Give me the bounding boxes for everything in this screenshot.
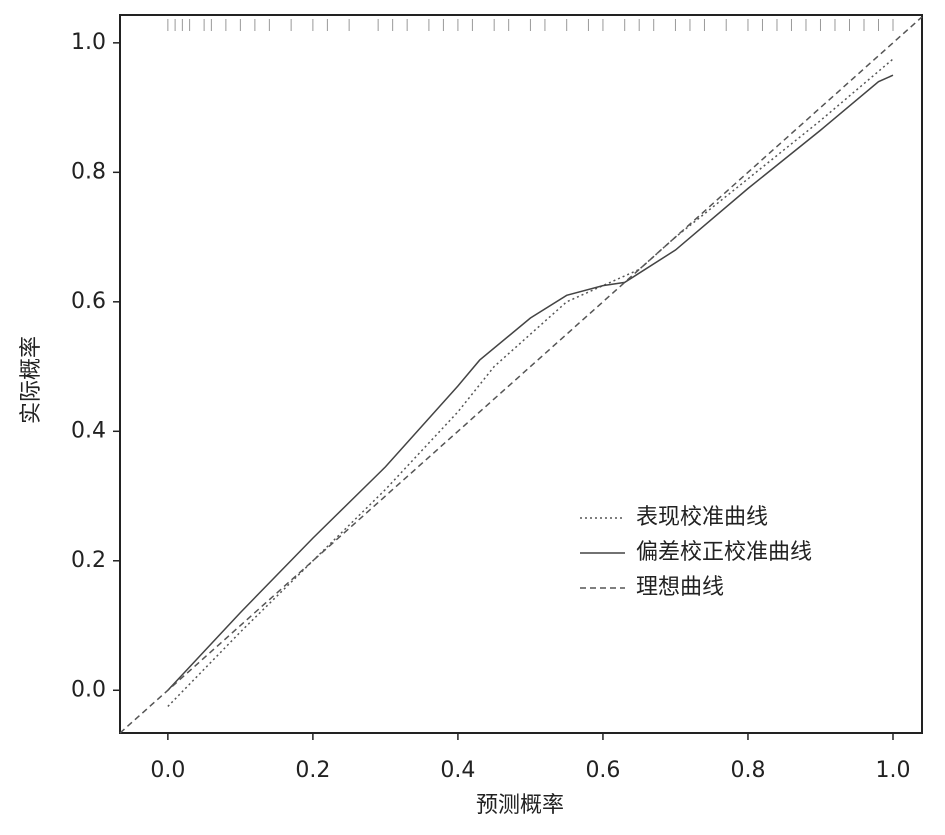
legend-label: 偏差校正校准曲线	[636, 540, 812, 565]
x-tick-label: 0.0	[150, 758, 185, 783]
y-axis-label: 实际概率	[19, 336, 44, 424]
x-tick-label: 1.0	[875, 758, 910, 783]
series-line	[119, 16, 923, 734]
y-tick-label: 0.0	[71, 677, 106, 702]
series-line	[167, 74, 894, 691]
x-tick-label: 0.2	[295, 758, 330, 783]
series-line	[167, 58, 894, 707]
plot-frame	[119, 14, 923, 734]
y-tick-label: 0.8	[71, 159, 106, 184]
x-tick-label: 0.8	[730, 758, 765, 783]
x-axis-label: 预测概率	[476, 793, 564, 818]
y-tick-label: 0.2	[71, 548, 106, 573]
y-tick-label: 0.6	[71, 289, 106, 314]
legend-label: 表现校准曲线	[636, 505, 768, 530]
x-tick-label: 0.6	[585, 758, 620, 783]
y-tick-label: 0.4	[71, 418, 106, 443]
x-tick-label: 0.4	[440, 758, 475, 783]
legend-label: 理想曲线	[636, 575, 724, 600]
y-tick-label: 1.0	[71, 30, 106, 55]
